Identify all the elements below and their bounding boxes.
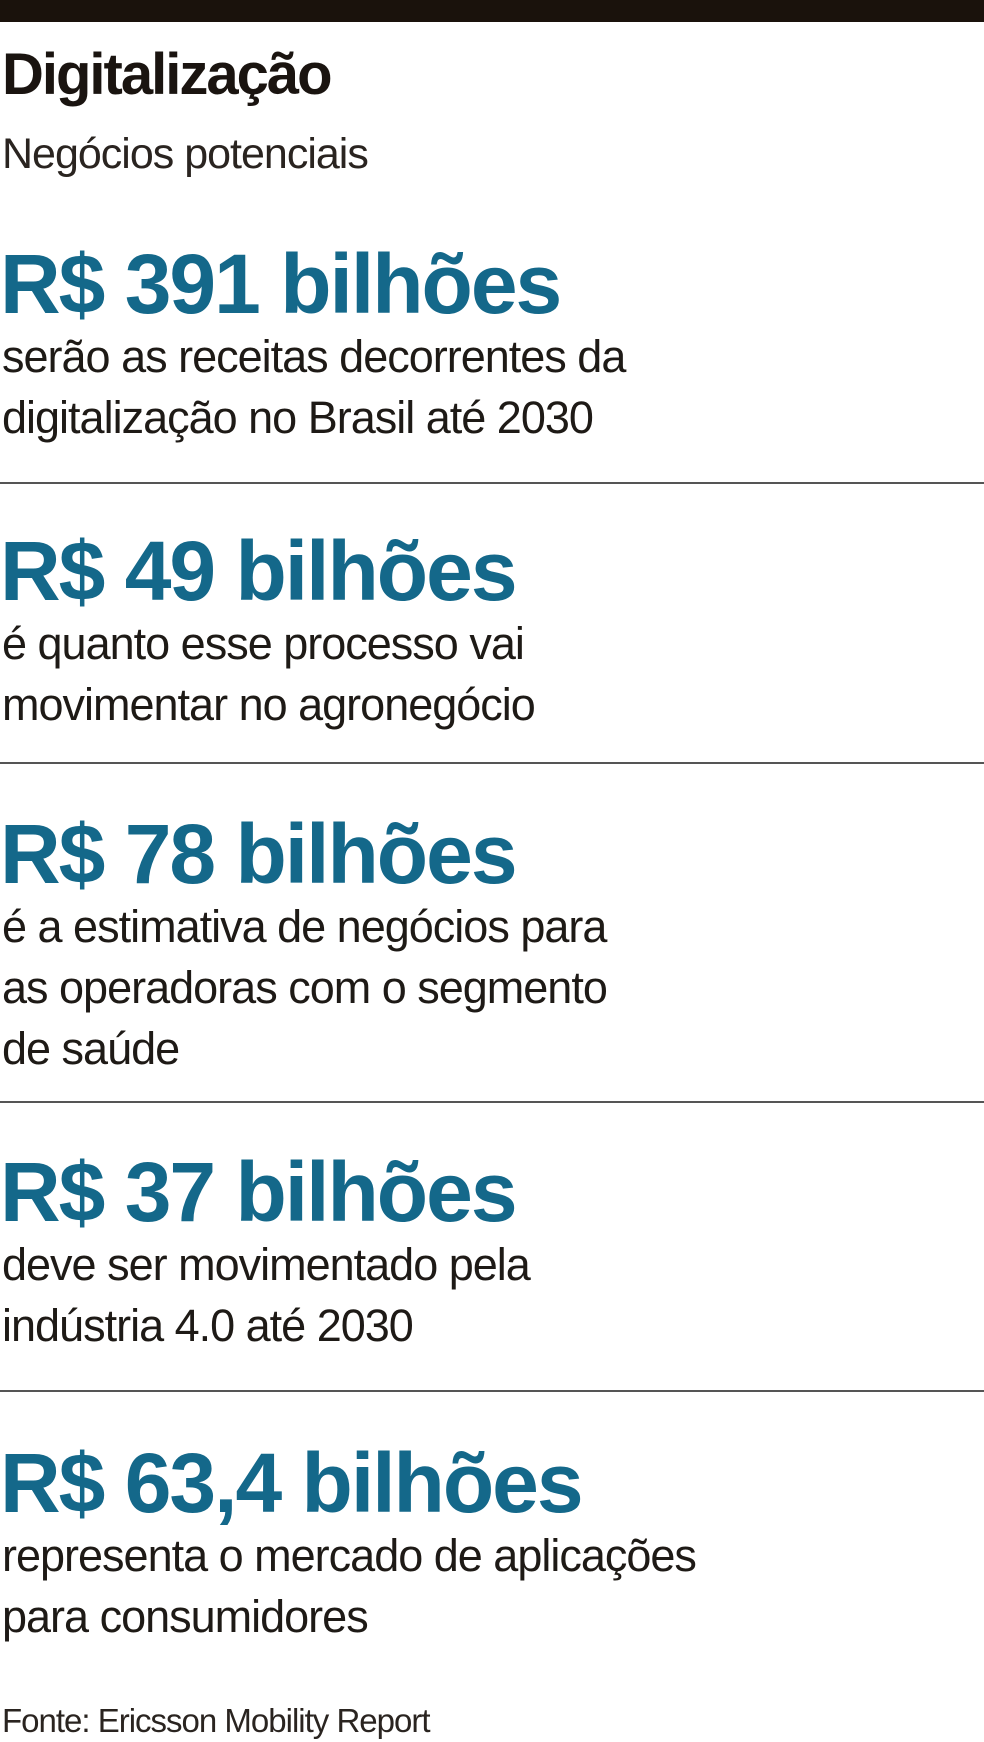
- title: Digitalização: [2, 42, 331, 107]
- description: movimentar no agronegócio: [2, 679, 535, 730]
- source: Fonte: Ericsson Mobility Report: [2, 1702, 430, 1739]
- headline: R$ 37 bilhões: [0, 1145, 516, 1239]
- description: deve ser movimentado pela: [2, 1239, 532, 1290]
- description: as operadoras com o segmento: [2, 962, 607, 1013]
- headline: R$ 49 bilhões: [0, 524, 516, 618]
- description: para consumidores: [2, 1591, 368, 1642]
- description: é a estimativa de negócios para: [2, 901, 608, 952]
- description: representa o mercado de aplicações: [2, 1530, 696, 1581]
- subtitle: Negócios potenciais: [2, 130, 368, 178]
- description: digitalização no Brasil até 2030: [2, 392, 593, 443]
- description: é quanto esse processo vai: [2, 618, 524, 669]
- headline: R$ 78 bilhões: [0, 807, 516, 901]
- description: indústria 4.0 até 2030: [2, 1300, 413, 1351]
- headline: R$ 63,4 bilhões: [0, 1436, 582, 1530]
- description: de saúde: [2, 1023, 179, 1074]
- headline: R$ 391 bilhões: [0, 237, 560, 331]
- top-bar: [0, 0, 984, 22]
- description: serão as receitas decorrentes da: [2, 331, 627, 382]
